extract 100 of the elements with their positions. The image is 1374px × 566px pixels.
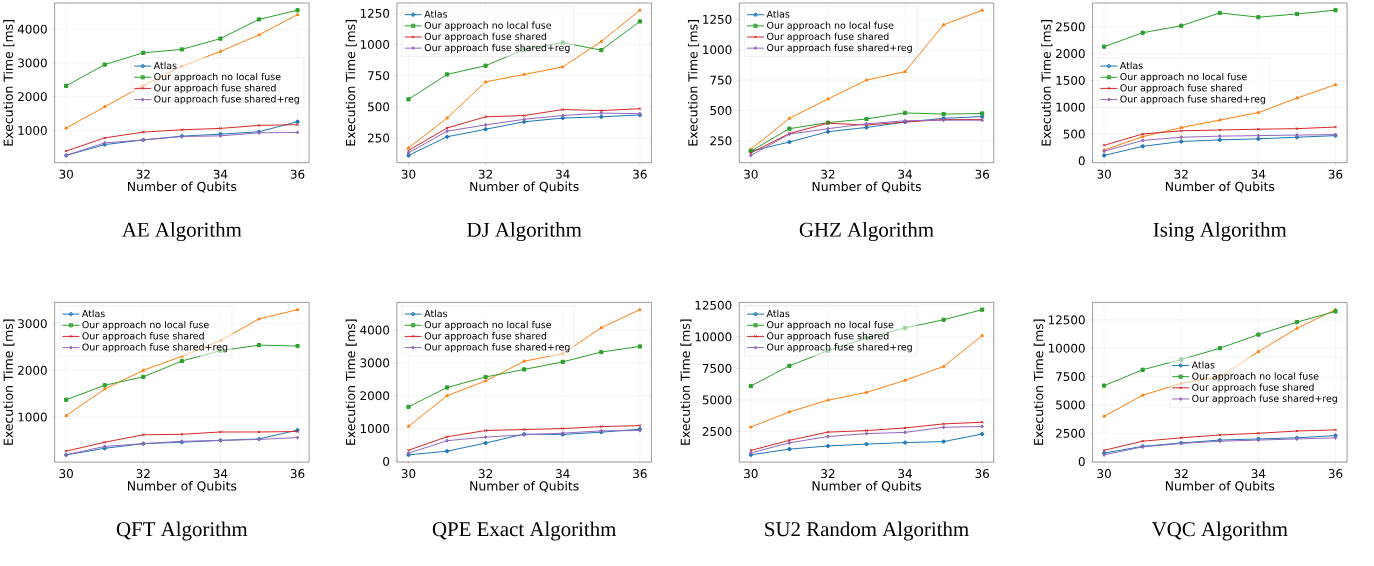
legend-label: Our approach fuse shared — [424, 32, 547, 42]
y-tick-label: 2500 — [1056, 428, 1085, 438]
x-tick-label: 30 — [59, 169, 73, 179]
y-tick-label: 12500 — [1048, 315, 1085, 325]
y-axis-title: Execution Time [ms] — [687, 20, 700, 146]
x-tick-label: 36 — [1328, 169, 1343, 179]
legend-label: Our approach fuse shared+reg — [767, 43, 912, 54]
legend-label: Our approach fuse shared — [1120, 84, 1242, 94]
text: SU2 Random Algorithm — [765, 521, 969, 541]
y-tick-label: 1000 — [1056, 102, 1085, 112]
y-tick-label: 1000 — [18, 125, 47, 136]
x-axis-title: Number of Qubits — [1165, 481, 1275, 493]
x-tick-label: 34 — [556, 469, 570, 479]
y-tick-label: 2000 — [18, 365, 47, 375]
y-tick-label: 10000 — [695, 332, 732, 342]
legend-label: Our approach no local fuse — [424, 321, 552, 331]
x-tick-label: 30 — [1097, 469, 1111, 479]
y-tick-label: 1250 — [703, 14, 732, 24]
x-axis-title: Number of Qubits — [470, 481, 579, 493]
x-tick-label: 36 — [975, 169, 990, 179]
legend-label: Our approach no local fuse — [424, 21, 552, 31]
y-tick-label: 0 — [1078, 457, 1085, 467]
x-tick-label: 34 — [1251, 169, 1266, 179]
legend-label: Our approach fuse shared — [82, 332, 204, 342]
y-axis-title: Execution Time [ms] — [1041, 20, 1053, 146]
y-tick-label: 12500 — [695, 300, 732, 310]
y-tick-label: 3000 — [360, 358, 390, 368]
y-tick-label: 1500 — [1056, 75, 1085, 85]
y-tick-label: 750 — [368, 71, 390, 81]
x-tick-label: 36 — [975, 469, 990, 479]
text: VQC Algorithm — [1151, 521, 1288, 541]
legend-label: Atlas — [766, 10, 790, 18]
text: GHZ Algorithm — [799, 222, 934, 242]
x-tick-label: 30 — [401, 469, 416, 479]
y-tick-label: 2500 — [702, 427, 732, 437]
x-tick-label: 30 — [744, 469, 758, 479]
text: QFT Algorithm — [116, 521, 248, 541]
y-tick-label: 5000 — [702, 395, 732, 405]
y-axis-title: Execution Time [ms] — [3, 20, 15, 146]
x-tick-label: 34 — [556, 169, 570, 179]
y-tick-label: 1250 — [360, 8, 390, 18]
y-axis-title: Execution Time [ms] — [345, 20, 357, 146]
x-tick-label: 34 — [898, 469, 912, 479]
legend-label: Our approach fuse shared — [767, 32, 889, 42]
x-tick-label: 34 — [213, 469, 228, 479]
x-tick-label: 36 — [1328, 469, 1343, 479]
y-tick-label: 2500 — [1056, 22, 1085, 32]
legend-label: Our approach no local fuse — [1192, 372, 1319, 382]
y-tick-label: 1000 — [360, 40, 390, 50]
x-tick-label: 30 — [59, 469, 73, 479]
legend-label: Our approach fuse shared+reg — [424, 343, 570, 353]
legend-label: Our approach fuse shared — [154, 84, 276, 94]
y-tick-label: 1000 — [18, 412, 47, 422]
x-tick-label: 32 — [478, 469, 493, 479]
legend-label: Our approach fuse shared+reg — [154, 95, 299, 105]
y-tick-label: 0 — [383, 456, 390, 466]
x-tick-label: 34 — [898, 169, 912, 179]
y-tick-label: 250 — [710, 136, 732, 146]
y-tick-label: 10000 — [1048, 343, 1085, 353]
x-tick-label: 32 — [821, 169, 835, 179]
legend-label: Our approach no local fuse — [767, 321, 894, 331]
y-tick-label: 3000 — [18, 58, 47, 68]
text: DJ Algorithm — [467, 222, 582, 242]
text: Ising Algorithm — [1153, 222, 1287, 242]
legend-label: Our approach fuse shared+reg — [82, 343, 228, 353]
y-tick-label: 250 — [368, 133, 390, 143]
x-axis-title: Number of Qubits — [127, 481, 237, 493]
y-tick-label: 5000 — [1056, 400, 1085, 410]
legend-label: Atlas — [1191, 361, 1215, 369]
legend-label: Atlas — [424, 10, 448, 18]
legend-label: Our approach fuse shared — [767, 332, 889, 342]
y-tick-label: 500 — [1063, 129, 1085, 139]
y-tick-label: 500 — [368, 102, 390, 112]
y-tick-label: 2000 — [18, 92, 47, 102]
legend-label: Our approach fuse shared+reg — [424, 43, 570, 54]
y-tick-label: 4000 — [17, 24, 47, 34]
legend-label: Our approach no local fuse — [154, 73, 281, 83]
legend-label: Our approach fuse shared — [1192, 383, 1314, 393]
y-tick-label: 1000 — [703, 45, 732, 55]
x-tick-label: 36 — [290, 469, 305, 479]
x-tick-label: 32 — [136, 469, 150, 479]
x-tick-label: 30 — [401, 169, 416, 179]
x-tick-label: 32 — [136, 169, 150, 179]
x-tick-label: 30 — [1097, 169, 1111, 179]
x-axis-title: Number of Qubits — [812, 181, 921, 193]
x-tick-label: 34 — [1251, 469, 1266, 479]
x-tick-label: 34 — [213, 169, 228, 179]
y-tick-label: 1000 — [360, 424, 390, 434]
y-tick-label: 2000 — [360, 391, 390, 401]
x-axis-title: Number of Qubits — [127, 181, 237, 193]
legend-label: Atlas — [81, 309, 105, 318]
y-tick-label: 7500 — [702, 363, 732, 373]
y-axis-title: Execution Time [ms] — [345, 319, 357, 445]
x-tick-label: 32 — [821, 469, 835, 479]
legend-label: Atlas — [424, 309, 448, 318]
x-axis-title: Number of Qubits — [812, 481, 921, 493]
legend-label: Our approach fuse shared+reg — [767, 343, 912, 353]
x-axis-title: Number of Qubits — [1165, 181, 1275, 193]
y-axis-title: Execution Time [ms] — [1033, 319, 1045, 445]
y-tick-label: 0 — [1078, 156, 1085, 166]
